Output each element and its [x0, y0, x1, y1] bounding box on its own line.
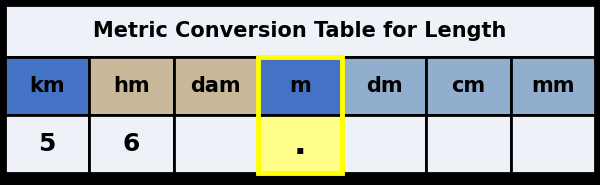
Text: mm: mm — [531, 76, 575, 96]
Bar — [173, 115, 258, 173]
Bar — [5, 57, 89, 115]
Bar — [342, 115, 427, 173]
Text: 6: 6 — [123, 132, 140, 156]
Bar — [342, 57, 427, 115]
Text: km: km — [29, 76, 65, 96]
Bar — [89, 115, 173, 173]
Bar — [5, 115, 89, 173]
Text: dam: dam — [190, 76, 241, 96]
Text: 5: 5 — [38, 132, 56, 156]
Text: .: . — [293, 127, 307, 161]
Bar — [258, 57, 342, 115]
Bar — [258, 115, 342, 173]
Bar — [5, 5, 595, 57]
Bar — [258, 57, 342, 173]
Text: cm: cm — [452, 76, 485, 96]
Text: dm: dm — [366, 76, 403, 96]
Text: m: m — [289, 76, 311, 96]
Bar — [427, 57, 511, 115]
Text: Metric Conversion Table for Length: Metric Conversion Table for Length — [94, 21, 506, 41]
Bar — [511, 115, 595, 173]
Bar — [427, 115, 511, 173]
Bar — [173, 57, 258, 115]
Text: hm: hm — [113, 76, 150, 96]
Bar — [511, 57, 595, 115]
Bar — [89, 57, 173, 115]
